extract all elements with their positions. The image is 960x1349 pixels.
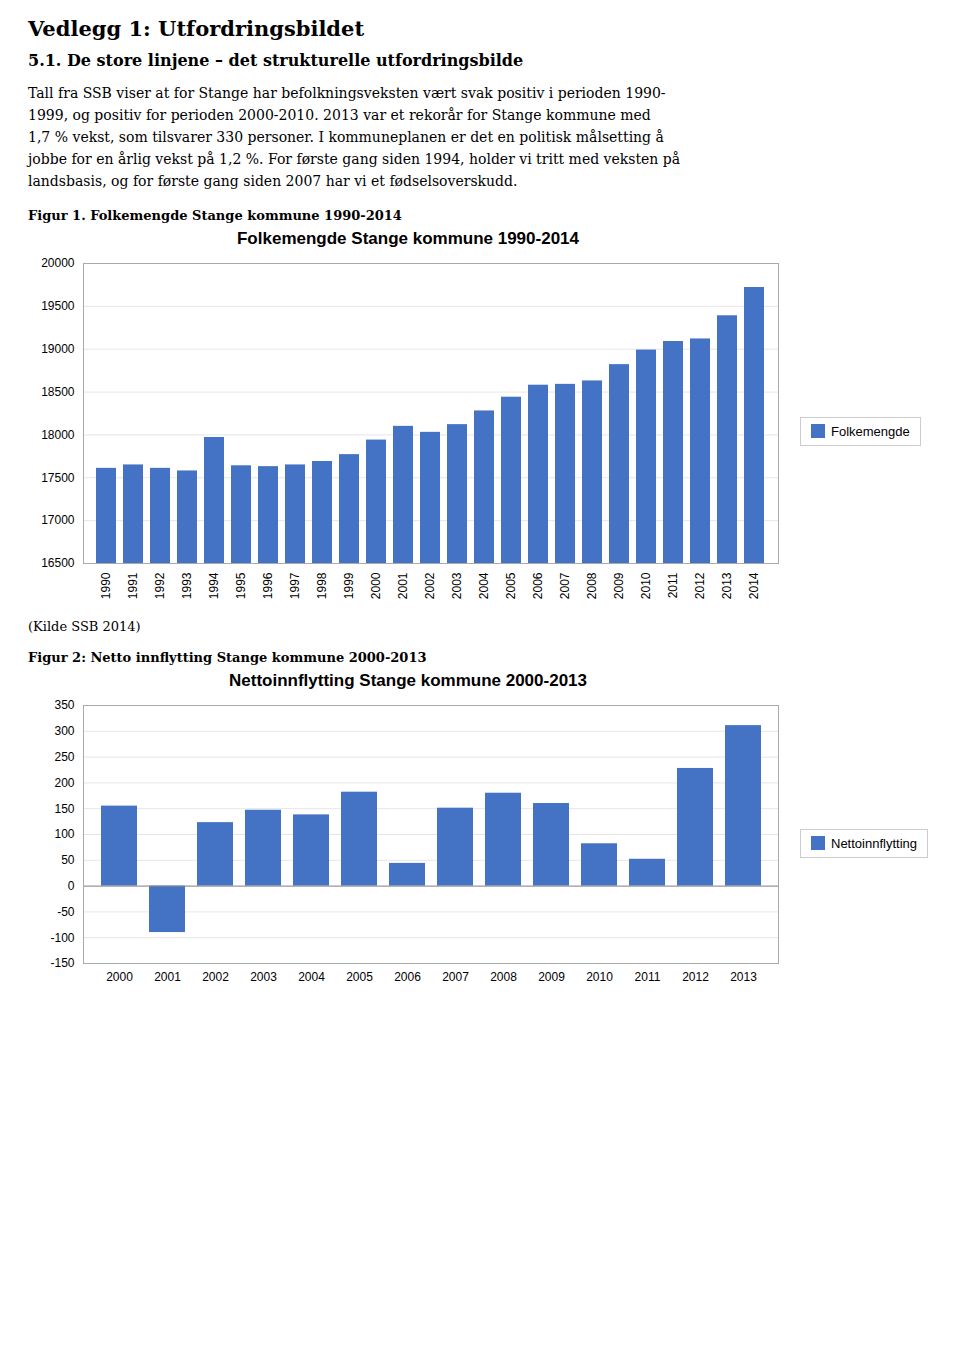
svg-text:2009: 2009 bbox=[612, 572, 626, 599]
svg-text:300: 300 bbox=[54, 724, 74, 738]
svg-text:2012: 2012 bbox=[682, 970, 709, 984]
svg-text:2008: 2008 bbox=[585, 572, 599, 599]
html-text:5.1. De store linjene – det st: 5.1. De store linjene – det strukturelle… bbox=[28, 51, 524, 70]
svg-text:2006: 2006 bbox=[531, 572, 545, 599]
html-text:1,7 % vekst, som tilsvarer 330: 1,7 % vekst, som tilsvarer 330 personer.… bbox=[28, 129, 664, 145]
svg-text:2001: 2001 bbox=[396, 572, 410, 599]
svg-text:-100: -100 bbox=[50, 931, 74, 945]
svg-text:2007: 2007 bbox=[442, 970, 469, 984]
svg-text:1998: 1998 bbox=[315, 572, 329, 599]
html-text:Figur 2: Netto innflytting Sta: Figur 2: Netto innflytting Stange kommun… bbox=[28, 650, 427, 665]
svg-text:1995: 1995 bbox=[234, 572, 248, 599]
html-text:Folkemengde Stange kommune 199: Folkemengde Stange kommune 1990-2014 bbox=[237, 229, 579, 248]
svg-text:2004: 2004 bbox=[477, 572, 491, 599]
html-text:jobbe for en årlig vekst på 1,: jobbe for en årlig vekst på 1,2 %. For f… bbox=[28, 151, 681, 167]
svg-text:150: 150 bbox=[54, 802, 74, 816]
svg-text:2009: 2009 bbox=[538, 970, 565, 984]
html-text:Vedlegg 1: Utfordringsbildet: Vedlegg 1: Utfordringsbildet bbox=[28, 16, 365, 41]
svg-text:18500: 18500 bbox=[41, 385, 75, 399]
html-text:Folkemengde: Folkemengde bbox=[831, 423, 910, 439]
svg-text:2010: 2010 bbox=[639, 572, 653, 599]
svg-text:2007: 2007 bbox=[558, 572, 572, 599]
svg-text:17000: 17000 bbox=[41, 513, 75, 527]
svg-text:2000: 2000 bbox=[106, 970, 133, 984]
svg-text:2008: 2008 bbox=[490, 970, 517, 984]
svg-text:16500: 16500 bbox=[41, 556, 75, 570]
html-text:landsbasis, og for første gang: landsbasis, og for første gang siden 200… bbox=[28, 173, 518, 189]
html-text:Nettoinnflytting Stange kommun: Nettoinnflytting Stange kommune 2000-201… bbox=[229, 671, 587, 690]
svg-text:2003: 2003 bbox=[250, 970, 277, 984]
svg-text:2006: 2006 bbox=[394, 970, 421, 984]
svg-text:2012: 2012 bbox=[693, 572, 707, 599]
html-text:Tall fra SSB viser at for Stan: Tall fra SSB viser at for Stange har bef… bbox=[28, 85, 666, 101]
html-text:Nettoinnflytting: Nettoinnflytting bbox=[831, 835, 917, 851]
svg-text:50: 50 bbox=[61, 853, 75, 867]
svg-text:2005: 2005 bbox=[504, 572, 518, 599]
svg-text:-50: -50 bbox=[57, 905, 75, 919]
svg-text:200: 200 bbox=[54, 776, 74, 790]
svg-text:2005: 2005 bbox=[346, 970, 373, 984]
svg-text:2013: 2013 bbox=[720, 572, 734, 599]
svg-text:2004: 2004 bbox=[298, 970, 325, 984]
svg-text:2000: 2000 bbox=[369, 572, 383, 599]
svg-text:0: 0 bbox=[68, 879, 75, 893]
svg-text:-150: -150 bbox=[50, 956, 74, 970]
svg-text:2014: 2014 bbox=[747, 572, 761, 599]
html-text:(Kilde SSB 2014): (Kilde SSB 2014) bbox=[28, 619, 141, 634]
svg-text:19000: 19000 bbox=[41, 342, 75, 356]
svg-text:2002: 2002 bbox=[202, 970, 229, 984]
svg-text:250: 250 bbox=[54, 750, 74, 764]
svg-text:2001: 2001 bbox=[154, 970, 181, 984]
svg-text:1990: 1990 bbox=[99, 572, 113, 599]
svg-text:19500: 19500 bbox=[41, 299, 75, 313]
svg-text:2011: 2011 bbox=[635, 970, 661, 984]
svg-text:1999: 1999 bbox=[342, 572, 356, 599]
svg-text:1997: 1997 bbox=[288, 572, 302, 599]
svg-text:2013: 2013 bbox=[730, 970, 757, 984]
svg-text:20000: 20000 bbox=[41, 256, 75, 270]
svg-text:1991: 1991 bbox=[126, 572, 140, 599]
svg-text:18000: 18000 bbox=[41, 428, 75, 442]
svg-text:1992: 1992 bbox=[153, 572, 167, 599]
html-text:Figur 1. Folkemengde Stange ko: Figur 1. Folkemengde Stange kommune 1990… bbox=[28, 208, 402, 223]
svg-text:2010: 2010 bbox=[586, 970, 613, 984]
svg-text:17500: 17500 bbox=[41, 471, 75, 485]
html-text:1999, og positiv for perioden: 1999, og positiv for perioden 2000-2010.… bbox=[28, 107, 651, 123]
svg-text:1993: 1993 bbox=[180, 572, 194, 599]
svg-text:350: 350 bbox=[54, 698, 74, 712]
svg-text:1996: 1996 bbox=[261, 572, 275, 599]
svg-text:2003: 2003 bbox=[450, 572, 464, 599]
svg-text:1994: 1994 bbox=[207, 572, 221, 599]
svg-text:100: 100 bbox=[54, 827, 74, 841]
svg-text:2002: 2002 bbox=[423, 572, 437, 599]
svg-text:2011: 2011 bbox=[666, 572, 680, 598]
